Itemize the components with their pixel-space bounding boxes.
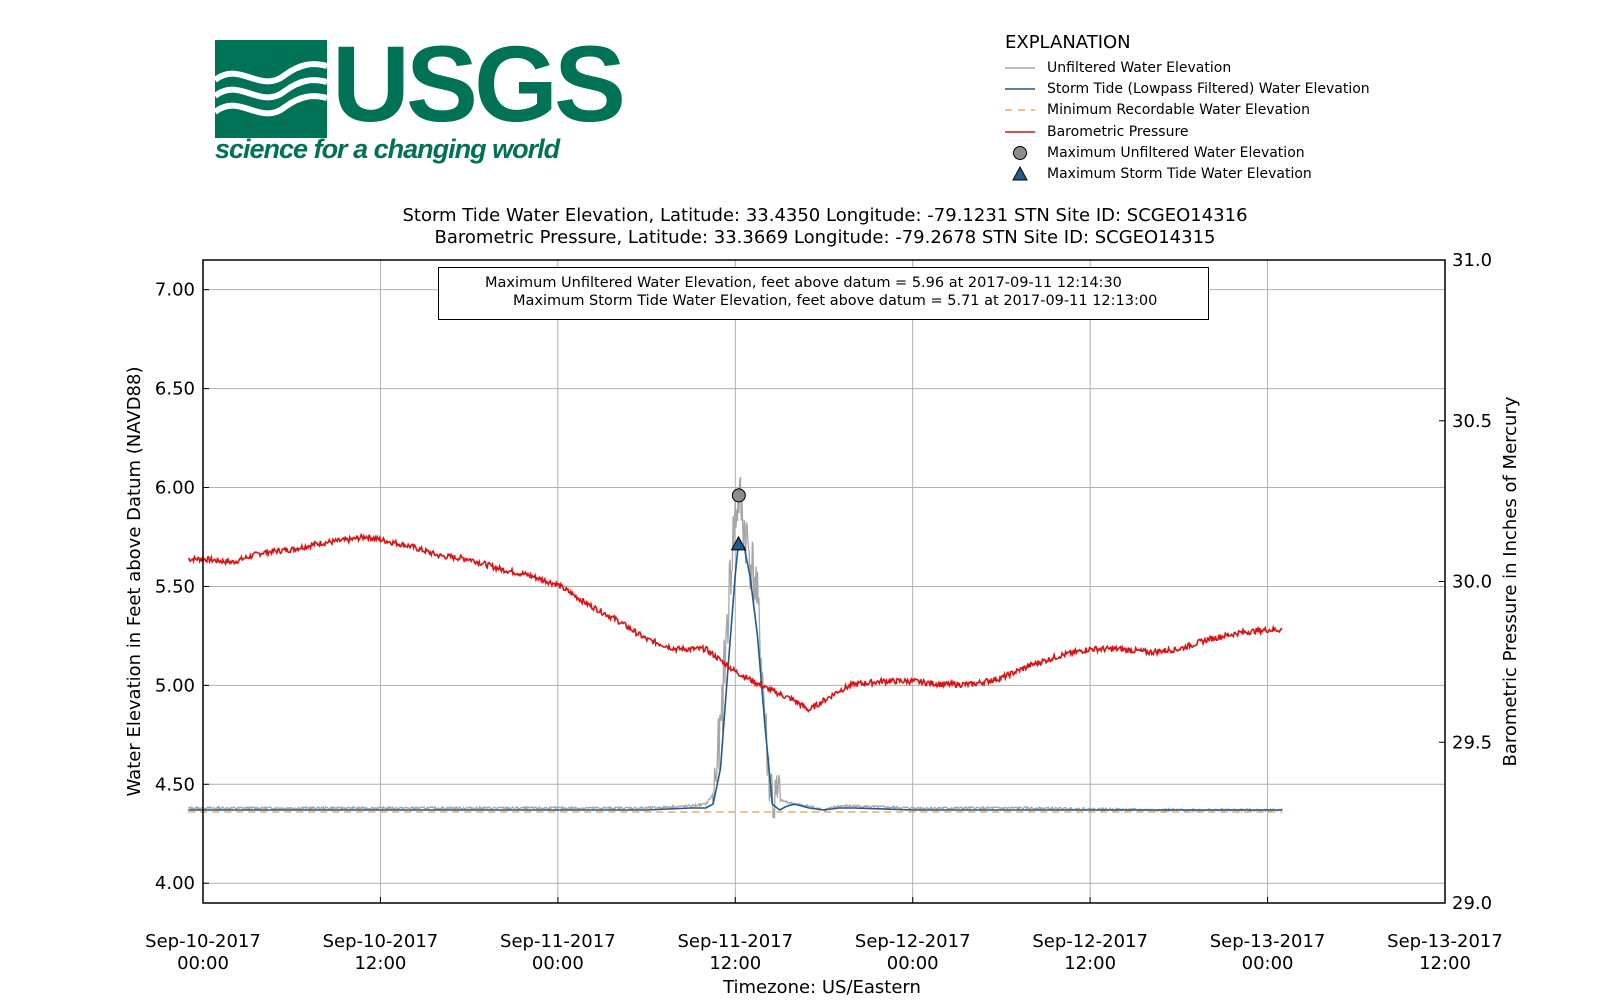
y-tick-label: 4.00 — [155, 873, 195, 894]
y-tick-label: 5.00 — [155, 675, 195, 696]
y2-tick-label: 30.5 — [1452, 411, 1492, 432]
legend-item-label: Minimum Recordable Water Elevation — [1047, 102, 1310, 119]
x-tick-time: 12:00 — [354, 953, 406, 974]
legend-item: Maximum Storm Tide Water Elevation — [1005, 163, 1425, 184]
legend-triangle-icon — [1012, 166, 1028, 181]
legend-item: Maximum Unfiltered Water Elevation — [1005, 142, 1425, 163]
x-tick-date: Sep-12-2017 — [855, 931, 971, 952]
usgs-wordmark: USGS — [332, 23, 626, 144]
chart-titles: Storm Tide Water Elevation, Latitude: 33… — [0, 205, 1600, 249]
chart-title-line2: Barometric Pressure, Latitude: 33.3669 L… — [434, 227, 1216, 248]
y-tick-label: 6.00 — [155, 478, 195, 499]
tick-group: Sep-10-201700:00Sep-10-201712:00Sep-11-2… — [145, 250, 1503, 974]
legend-item: Unfiltered Water Elevation — [1005, 57, 1425, 78]
x-tick-date: Sep-13-2017 — [1210, 931, 1326, 952]
legend-title: EXPLANATION — [1005, 32, 1131, 53]
legend-circle-icon — [1013, 145, 1027, 160]
usgs-wave-icon — [215, 40, 327, 138]
y2-tick-label: 29.5 — [1452, 732, 1492, 753]
y-tick-label: 5.50 — [155, 576, 195, 597]
usgs-tagline: science for a changing world — [215, 134, 560, 164]
legend-item-label: Unfiltered Water Elevation — [1047, 59, 1232, 76]
legend-line-icon — [1005, 88, 1035, 90]
annotation-line1: Maximum Unfiltered Water Elevation, feet… — [485, 275, 1122, 291]
legend: EXPLANATION Unfiltered Water Elevation St… — [1005, 32, 1425, 185]
x-tick-date: Sep-12-2017 — [1032, 931, 1148, 952]
x-tick-time: 00:00 — [1242, 953, 1294, 974]
x-tick-date: Sep-11-2017 — [677, 931, 793, 952]
x-tick-date: Sep-10-2017 — [145, 931, 261, 952]
y-tick-label: 7.00 — [155, 280, 195, 301]
y-axis-label: Water Elevation in Feet above Datum (NAV… — [124, 367, 145, 797]
y2-tick-label: 29.0 — [1452, 893, 1492, 914]
y-tick-label: 4.50 — [155, 774, 195, 795]
legend-item: Barometric Pressure — [1005, 121, 1425, 142]
annotation-line2: Maximum Storm Tide Water Elevation, feet… — [513, 293, 1158, 309]
y2-axis-label: Barometric Pressure in Inches of Mercury — [1500, 396, 1521, 766]
x-tick-time: 00:00 — [532, 953, 584, 974]
legend-item: Minimum Recordable Water Elevation — [1005, 100, 1425, 121]
legend-dashed-line-icon — [1005, 109, 1035, 112]
y2-tick-label: 30.0 — [1452, 572, 1492, 593]
y-tick-label: 6.50 — [155, 379, 195, 400]
legend-line-icon — [1005, 66, 1035, 69]
y2-tick-label: 31.0 — [1452, 250, 1492, 271]
usgs-logo: USGS science for a changing world — [215, 30, 626, 168]
legend-item-label: Storm Tide (Lowpass Filtered) Water Elev… — [1047, 80, 1370, 97]
x-tick-time: 12:00 — [1064, 953, 1116, 974]
x-tick-time: 00:00 — [887, 953, 939, 974]
x-tick-date: Sep-13-2017 — [1387, 931, 1503, 952]
series-barometric-pressure — [187, 532, 1283, 713]
x-tick-time: 00:00 — [177, 953, 229, 974]
max-storm-tide-marker — [730, 535, 747, 551]
grid-lines — [202, 260, 1446, 903]
plot-frame — [202, 259, 1446, 904]
legend-item: Storm Tide (Lowpass Filtered) Water Elev… — [1005, 78, 1425, 99]
annotation-box: Maximum Unfiltered Water Elevation, feet… — [438, 267, 1209, 320]
x-axis-label: Timezone: US/Eastern — [722, 977, 921, 998]
x-tick-date: Sep-10-2017 — [323, 931, 439, 952]
x-tick-time: 12:00 — [709, 953, 761, 974]
legend-item-label: Maximum Storm Tide Water Elevation — [1047, 166, 1312, 183]
x-tick-date: Sep-11-2017 — [500, 931, 616, 952]
legend-line-icon — [1005, 130, 1035, 133]
legend-item-label: Maximum Unfiltered Water Elevation — [1047, 144, 1305, 161]
chart-title-line1: Storm Tide Water Elevation, Latitude: 33… — [402, 205, 1248, 226]
series-storm-tide-water-elevation — [188, 544, 1283, 811]
x-tick-time: 12:00 — [1419, 953, 1471, 974]
legend-items: Unfiltered Water Elevation Storm Tide (Lo… — [1005, 57, 1425, 185]
marker-group — [730, 488, 747, 551]
legend-item-label: Barometric Pressure — [1047, 123, 1189, 140]
max-unfiltered-marker — [731, 488, 746, 503]
